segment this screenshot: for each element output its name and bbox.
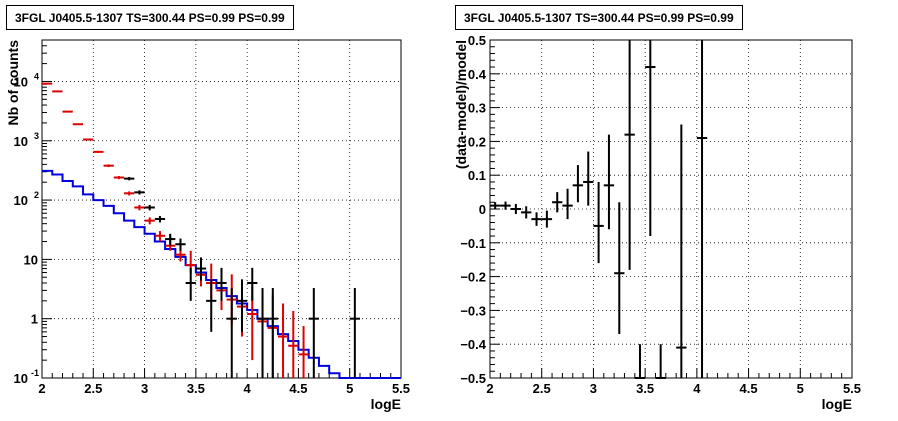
x-tick-label: 4 bbox=[693, 381, 701, 396]
counts-panel: 3FGL J0405.5-1307 TS=300.44 PS=0.99 PS=0… bbox=[5, 5, 410, 412]
y-tick-label: −0.1 bbox=[460, 236, 486, 251]
x-axis-label: logE bbox=[822, 396, 852, 412]
x-tick-label: 3.5 bbox=[187, 381, 205, 396]
x-tick-label: 2.5 bbox=[533, 381, 551, 396]
y-tick-label: 0.2 bbox=[468, 134, 486, 149]
y-tick-label: 10 bbox=[24, 252, 38, 267]
y-tick-label: 0.1 bbox=[468, 168, 486, 183]
plot-frame bbox=[41, 39, 402, 379]
x-tick-label: 2 bbox=[486, 381, 493, 396]
x-tick-label: 4.5 bbox=[289, 381, 307, 396]
y-tick-label: −0.4 bbox=[460, 337, 486, 352]
x-axis-label: logE bbox=[371, 396, 401, 412]
y-tick-label: 0.5 bbox=[468, 33, 486, 48]
y-tick-label: −0.2 bbox=[460, 270, 486, 285]
y-tick-exponent: -1 bbox=[31, 368, 39, 378]
y-tick-exponent: 2 bbox=[34, 190, 39, 200]
x-tick-label: 4.5 bbox=[740, 381, 758, 396]
y-tick-label: −0.5 bbox=[460, 371, 486, 386]
residuals-chart-title: 3FGL J0405.5-1307 TS=300.44 PS=0.99 PS=0… bbox=[455, 5, 743, 30]
y-tick-label: 1 bbox=[31, 312, 38, 327]
y-tick-label: 0.4 bbox=[468, 67, 487, 82]
x-tick-label: 3 bbox=[590, 381, 597, 396]
y-tick-exponent: 4 bbox=[34, 71, 39, 81]
model-step-line bbox=[42, 169, 401, 379]
counts-chart-title: 3FGL J0405.5-1307 TS=300.44 PS=0.99 PS=0… bbox=[6, 5, 294, 30]
x-tick-label: 3 bbox=[141, 381, 148, 396]
x-tick-label: 5.5 bbox=[843, 381, 861, 396]
y-axis-label: Nb of counts bbox=[5, 40, 21, 126]
x-tick-label: 4 bbox=[244, 381, 252, 396]
y-tick-label: 0 bbox=[479, 202, 486, 217]
x-tick-label: 2.5 bbox=[84, 381, 102, 396]
y-tick-label: −0.3 bbox=[460, 303, 486, 318]
x-tick-label: 3.5 bbox=[636, 381, 654, 396]
residuals-chart-svg: 2 2.5 3 3.5 4 4.5 5 5.5 −0.5 −0.4 −0.3 −0.2 −0.1 0 0.1… bbox=[453, 33, 861, 412]
x-tick-label: 5.5 bbox=[392, 381, 410, 396]
y-axis-label: (data-model)/model bbox=[453, 40, 469, 169]
y-tick-label: 10 bbox=[14, 74, 28, 89]
residuals-panel: 3FGL J0405.5-1307 TS=300.44 PS=0.99 PS=0… bbox=[449, 0, 898, 421]
y-tick-label: 10 bbox=[14, 371, 28, 386]
y-tick-exponent: 3 bbox=[34, 131, 39, 141]
x-tick-label: 2 bbox=[38, 381, 45, 396]
x-tick-label: 5 bbox=[797, 381, 804, 396]
y-tick-label: 10 bbox=[14, 193, 28, 208]
y-tick-label: 10 bbox=[14, 134, 28, 149]
x-tick-label: 5 bbox=[346, 381, 353, 396]
y-tick-label: 0.3 bbox=[468, 101, 486, 116]
